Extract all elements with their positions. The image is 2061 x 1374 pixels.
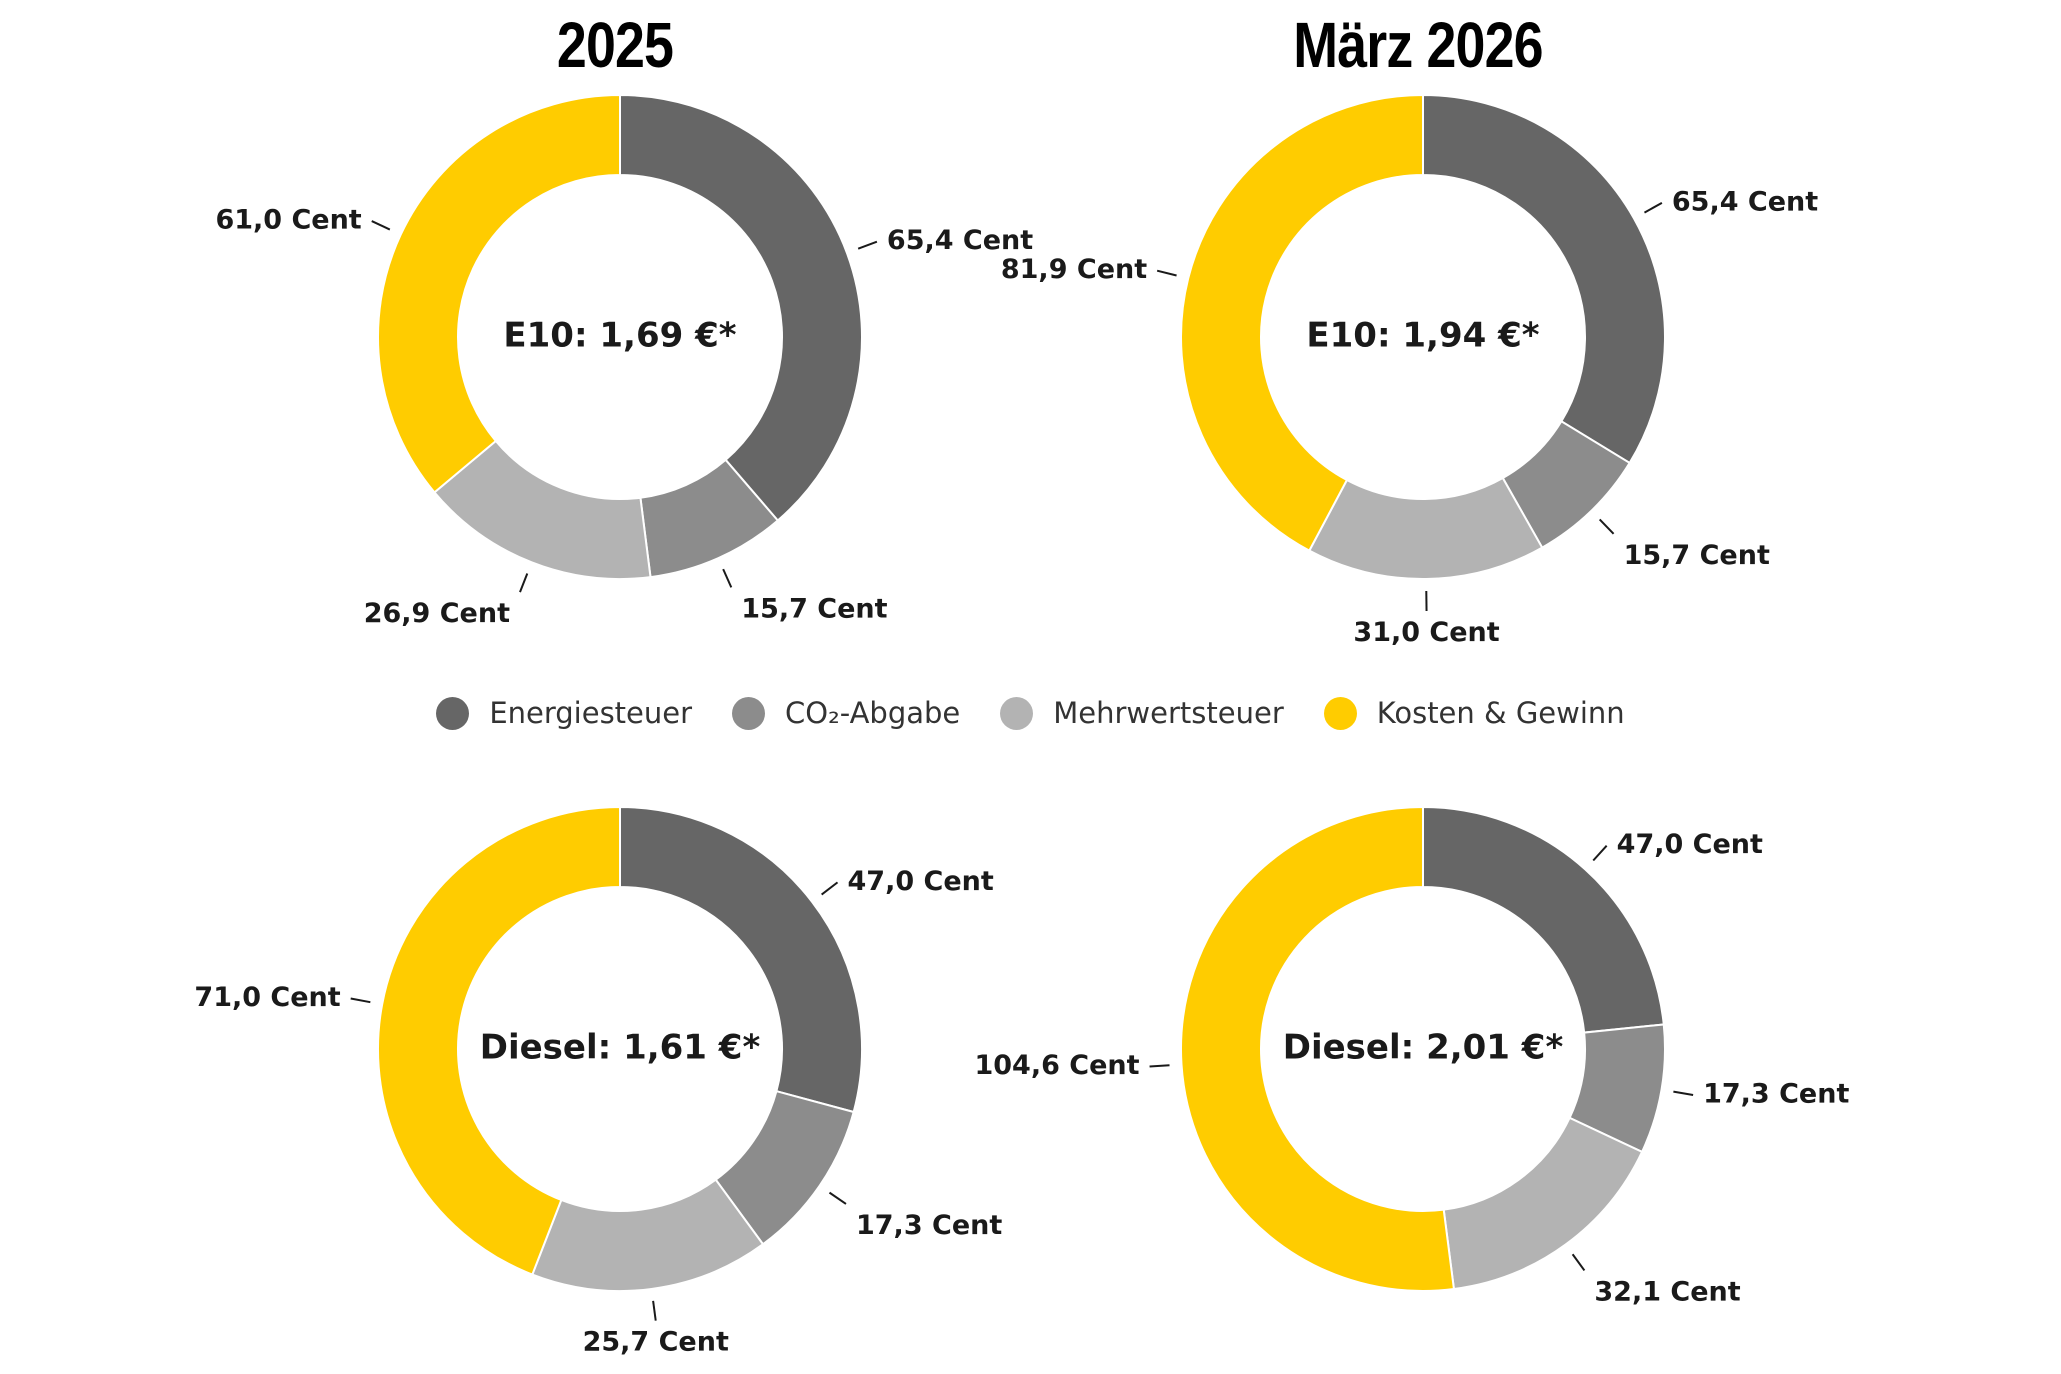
center-label: Diesel: 1,61 €* — [480, 1028, 761, 1068]
slice-label-kosten-gewinn: 81,9 Cent — [1001, 254, 1147, 285]
slice-kosten-gewinn — [377, 805, 621, 1276]
leader-line-energiesteuer — [821, 881, 839, 896]
legend-label-mehrwertsteuer: Mehrwertsteuer — [1053, 696, 1284, 730]
leader-line-energiesteuer — [1643, 201, 1663, 214]
slice-kosten-gewinn — [1180, 93, 1424, 552]
donut-chart-3: 47,0 Cent 17,3 Cent 25,7 Cent 71,0 Cent Dies… — [194, 805, 1002, 1358]
slice-label-mehrwertsteuer: 26,9 Cent — [364, 598, 510, 629]
center-label: E10: 1,94 €* — [1306, 316, 1539, 356]
legend-item-kosten-gewinn: Kosten & Gewinn — [1323, 696, 1625, 730]
slice-label-mehrwertsteuer: 31,0 Cent — [1353, 617, 1499, 648]
leader-line-co2-abgabe — [1598, 518, 1615, 535]
column-title-maerz-2026: März 2026 — [1293, 9, 1543, 81]
legend-item-energiesteuer: Energiesteuer — [436, 696, 692, 730]
leader-line-energiesteuer — [1592, 844, 1608, 862]
leader-line-mehrwertsteuer — [1571, 1253, 1586, 1272]
legend-swatch-kosten-gewinn — [1323, 696, 1357, 730]
slice-label-mehrwertsteuer: 25,7 Cent — [583, 1327, 729, 1358]
slice-label-energiesteuer: 65,4 Cent — [1672, 186, 1818, 217]
slice-mehrwertsteuer — [1442, 1116, 1644, 1291]
slice-kosten-gewinn — [1180, 805, 1456, 1292]
column-title-2025: 2025 — [556, 9, 674, 81]
leader-line-kosten-gewinn — [1156, 269, 1177, 277]
leader-line-co2-abgabe — [1673, 1090, 1694, 1097]
donut-chart-4: 47,0 Cent 17,3 Cent 32,1 Cent 104,6 Cent Die… — [974, 805, 1849, 1307]
leader-line-kosten-gewinn — [1149, 1064, 1170, 1068]
slice-label-co2-abgabe: 17,3 Cent — [856, 1210, 1002, 1241]
center-label: E10: 1,69 €* — [503, 316, 736, 356]
legend-swatch-co2-abgabe — [732, 696, 766, 730]
legend-label-energiesteuer: Energiesteuer — [489, 696, 693, 730]
donut-chart-1: 65,4 Cent 15,7 Cent 26,9 Cent 61,0 Cent E10:… — [215, 93, 1033, 629]
leader-line-co2-abgabe — [828, 1191, 847, 1205]
leader-line-energiesteuer — [857, 240, 878, 250]
slice-energiesteuer — [619, 93, 863, 522]
slice-label-co2-abgabe: 15,7 Cent — [741, 593, 887, 624]
slice-label-co2-abgabe: 17,3 Cent — [1703, 1079, 1849, 1110]
slice-mehrwertsteuer — [531, 1178, 765, 1293]
legend-swatch-energiesteuer — [436, 696, 470, 730]
legend-item-co2-abgabe: CO₂-Abgabe — [732, 696, 960, 730]
legend: Energiesteuer CO₂-Abgabe Mehrwertsteuer … — [0, 688, 2061, 738]
leader-line-mehrwertsteuer — [652, 1300, 657, 1321]
leader-line-kosten-gewinn — [350, 997, 371, 1004]
leader-line-mehrwertsteuer — [519, 573, 529, 593]
slice-label-kosten-gewinn: 71,0 Cent — [194, 982, 340, 1013]
slice-label-kosten-gewinn: 104,6 Cent — [974, 1050, 1139, 1081]
legend-swatch-mehrwertsteuer — [1000, 696, 1034, 730]
slice-label-kosten-gewinn: 61,0 Cent — [215, 205, 361, 236]
legend-label-kosten-gewinn: Kosten & Gewinn — [1376, 696, 1625, 730]
leader-line-co2-abgabe — [722, 568, 733, 588]
slice-energiesteuer — [1422, 805, 1665, 1034]
leader-line-kosten-gewinn — [371, 220, 391, 231]
slice-label-energiesteuer: 65,4 Cent — [887, 225, 1033, 256]
donut-chart-2: 65,4 Cent 15,7 Cent 31,0 Cent 81,9 Cent E10:… — [1001, 93, 1818, 648]
slice-mehrwertsteuer — [1307, 476, 1544, 580]
slice-energiesteuer — [1422, 93, 1666, 465]
legend-label-co2-abgabe: CO₂-Abgabe — [785, 696, 961, 730]
legend-item-mehrwertsteuer: Mehrwertsteuer — [1000, 696, 1284, 730]
slice-label-energiesteuer: 47,0 Cent — [1617, 829, 1763, 860]
center-label: Diesel: 2,01 €* — [1283, 1028, 1564, 1068]
slice-label-mehrwertsteuer: 32,1 Cent — [1594, 1276, 1740, 1307]
slice-label-energiesteuer: 47,0 Cent — [848, 866, 994, 897]
slice-label-co2-abgabe: 15,7 Cent — [1624, 540, 1770, 571]
slice-energiesteuer — [619, 805, 863, 1114]
slice-kosten-gewinn — [377, 93, 621, 494]
